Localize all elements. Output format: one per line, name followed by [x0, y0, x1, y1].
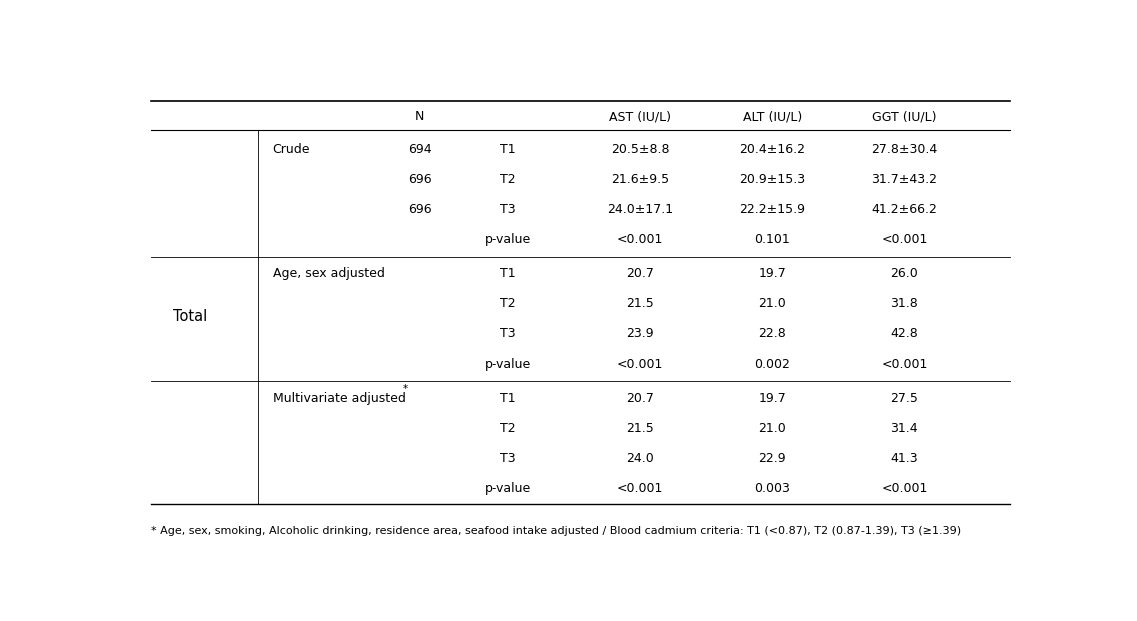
- Text: * Age, sex, smoking, Alcoholic drinking, residence area, seafood intake adjusted: * Age, sex, smoking, Alcoholic drinking,…: [151, 526, 961, 536]
- Text: 27.5: 27.5: [890, 391, 919, 404]
- Text: <0.001: <0.001: [881, 358, 928, 371]
- Text: 42.8: 42.8: [890, 327, 919, 340]
- Text: <0.001: <0.001: [616, 358, 663, 371]
- Text: GGT (IU/L): GGT (IU/L): [872, 110, 937, 123]
- Text: 27.8±30.4: 27.8±30.4: [871, 143, 938, 156]
- Text: T3: T3: [500, 327, 515, 340]
- Text: p-value: p-value: [484, 482, 531, 495]
- Text: 26.0: 26.0: [890, 267, 919, 280]
- Text: 20.7: 20.7: [626, 391, 654, 404]
- Text: p-value: p-value: [484, 233, 531, 247]
- Text: 22.9: 22.9: [758, 451, 786, 465]
- Text: 21.0: 21.0: [758, 422, 786, 435]
- Text: p-value: p-value: [484, 358, 531, 371]
- Text: <0.001: <0.001: [881, 482, 928, 495]
- Text: 24.0: 24.0: [626, 451, 654, 465]
- Text: 41.2±66.2: 41.2±66.2: [871, 203, 937, 216]
- Text: Crude: Crude: [273, 143, 310, 156]
- Text: 20.7: 20.7: [626, 267, 654, 280]
- Text: Age, sex adjusted: Age, sex adjusted: [273, 267, 384, 280]
- Text: *: *: [402, 384, 408, 394]
- Text: Total: Total: [174, 309, 208, 324]
- Text: T1: T1: [500, 143, 515, 156]
- Text: <0.001: <0.001: [616, 482, 663, 495]
- Text: 0.003: 0.003: [754, 482, 790, 495]
- Text: 31.7±43.2: 31.7±43.2: [871, 173, 937, 186]
- Text: N: N: [415, 110, 424, 123]
- Text: 20.9±15.3: 20.9±15.3: [739, 173, 805, 186]
- Text: 21.5: 21.5: [626, 297, 654, 310]
- Text: 21.5: 21.5: [626, 422, 654, 435]
- Text: 20.5±8.8: 20.5±8.8: [611, 143, 670, 156]
- Text: 24.0±17.1: 24.0±17.1: [607, 203, 673, 216]
- Text: 20.4±16.2: 20.4±16.2: [739, 143, 805, 156]
- Text: 696: 696: [408, 173, 432, 186]
- Text: 22.2±15.9: 22.2±15.9: [739, 203, 805, 216]
- Text: 19.7: 19.7: [758, 267, 786, 280]
- Text: 19.7: 19.7: [758, 391, 786, 404]
- Text: T1: T1: [500, 267, 515, 280]
- Text: 694: 694: [408, 143, 432, 156]
- Text: Multivariate adjusted: Multivariate adjusted: [273, 391, 406, 404]
- Text: 41.3: 41.3: [890, 451, 919, 465]
- Text: 21.0: 21.0: [758, 297, 786, 310]
- Text: T3: T3: [500, 451, 515, 465]
- Text: ALT (IU/L): ALT (IU/L): [742, 110, 802, 123]
- Text: 21.6±9.5: 21.6±9.5: [611, 173, 669, 186]
- Text: 696: 696: [408, 203, 432, 216]
- Text: T1: T1: [500, 391, 515, 404]
- Text: 31.8: 31.8: [890, 297, 919, 310]
- Text: 22.8: 22.8: [758, 327, 786, 340]
- Text: <0.001: <0.001: [881, 233, 928, 247]
- Text: 31.4: 31.4: [890, 422, 919, 435]
- Text: 0.002: 0.002: [754, 358, 790, 371]
- Text: T2: T2: [500, 297, 515, 310]
- Text: T2: T2: [500, 422, 515, 435]
- Text: 23.9: 23.9: [626, 327, 654, 340]
- Text: T2: T2: [500, 173, 515, 186]
- Text: <0.001: <0.001: [616, 233, 663, 247]
- Text: T3: T3: [500, 203, 515, 216]
- Text: 0.101: 0.101: [754, 233, 790, 247]
- Text: AST (IU/L): AST (IU/L): [609, 110, 671, 123]
